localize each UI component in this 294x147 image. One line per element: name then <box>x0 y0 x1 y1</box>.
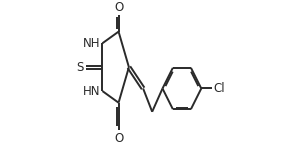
Text: O: O <box>114 1 123 14</box>
Text: NH: NH <box>83 37 101 50</box>
Text: Cl: Cl <box>213 82 225 95</box>
Text: O: O <box>114 132 123 145</box>
Text: HN: HN <box>83 85 101 98</box>
Text: S: S <box>76 61 84 74</box>
